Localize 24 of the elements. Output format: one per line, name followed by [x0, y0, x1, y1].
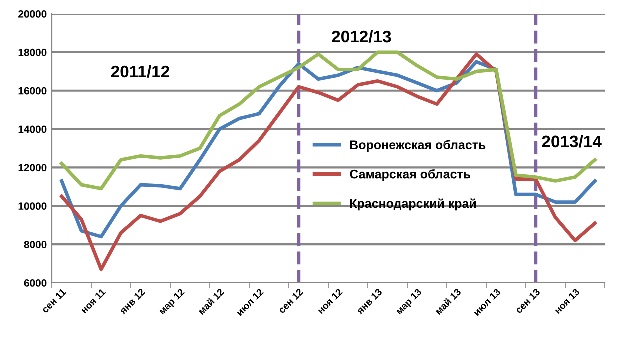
legend-label: Краснодарский край	[350, 198, 476, 211]
x-tick-label: янв 13	[356, 288, 383, 315]
annotation: 2013/14	[542, 135, 602, 148]
x-tick-label: ноя 13	[554, 288, 580, 314]
x-tick-label: янв 12	[119, 288, 146, 315]
x-tick-label: ноя 11	[80, 288, 106, 314]
y-tick-label: 6000	[24, 280, 47, 287]
y-tick-label: 18000	[18, 48, 47, 56]
y-tick-label: 20000	[18, 10, 47, 18]
annotation: 2011/12	[111, 65, 170, 78]
y-tick-label: 10000	[18, 202, 47, 210]
x-tick-label: сен 11	[41, 288, 67, 314]
x-tick-label: сен 13	[514, 288, 541, 314]
y-tick-label: 14000	[18, 126, 47, 134]
annotation: 2012/13	[332, 30, 392, 43]
x-tick-label: мар 13	[395, 288, 424, 316]
legend-label: Воронежская область	[350, 140, 486, 152]
x-tick-label: ноя 12	[317, 288, 344, 314]
x-tick-label: сен 12	[278, 288, 304, 314]
legend-label: Самарская область	[350, 169, 471, 182]
y-tick-label: 16000	[18, 87, 47, 95]
x-tick-label: мар 12	[158, 288, 187, 316]
y-tick-label: 12000	[18, 164, 47, 172]
y-tick-label: 8000	[24, 241, 47, 248]
